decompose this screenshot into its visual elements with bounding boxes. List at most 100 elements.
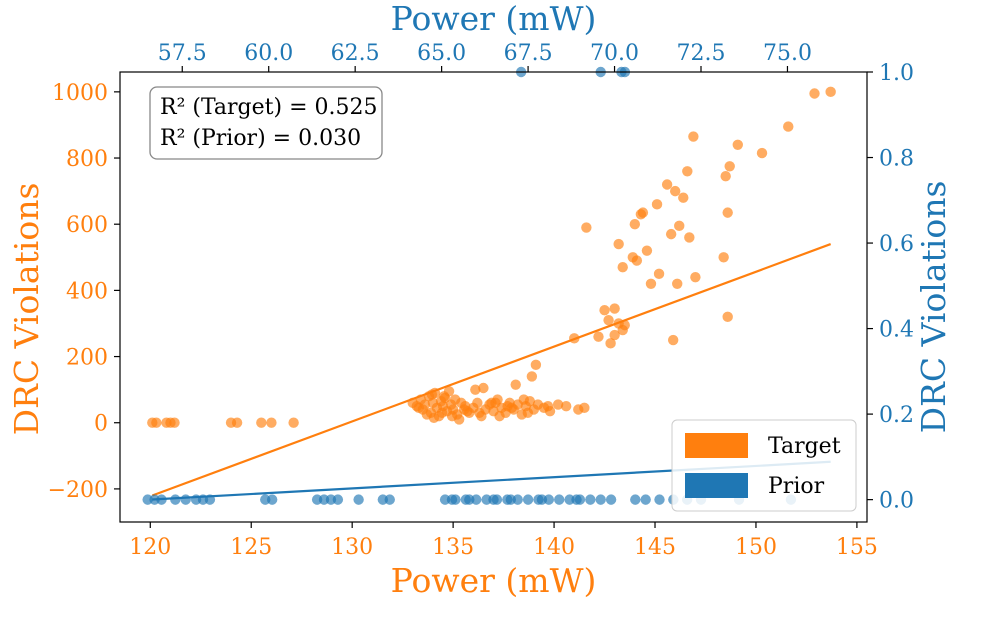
point-prior bbox=[505, 494, 516, 505]
point-target bbox=[629, 219, 641, 230]
point-target bbox=[581, 222, 592, 233]
point-target bbox=[522, 407, 534, 419]
point-target bbox=[670, 185, 681, 197]
point-target bbox=[288, 417, 299, 428]
point-target bbox=[682, 166, 693, 177]
point-target bbox=[603, 314, 614, 326]
point-target bbox=[609, 329, 620, 341]
plot-frame bbox=[119, 71, 868, 523]
point-prior bbox=[332, 494, 344, 505]
point-prior bbox=[595, 494, 606, 505]
point-target bbox=[428, 412, 440, 423]
top-axis-label: Power (mW) bbox=[391, 0, 597, 38]
right-tick-label: 0.8 bbox=[879, 147, 914, 172]
annotation-prior-r2: R² (Prior) = 0.030 bbox=[160, 126, 361, 151]
point-target bbox=[478, 382, 489, 394]
bottom-tick-label: 120 bbox=[129, 535, 171, 560]
top-tick-label: 72.5 bbox=[677, 41, 726, 66]
point-target bbox=[560, 400, 572, 412]
point-target bbox=[413, 402, 424, 414]
point-prior bbox=[353, 494, 364, 505]
legend: Target Prior bbox=[671, 419, 857, 512]
point-target bbox=[472, 397, 483, 409]
point-target bbox=[674, 220, 685, 232]
point-target bbox=[678, 192, 689, 203]
point-target bbox=[474, 407, 485, 419]
point-target bbox=[672, 278, 683, 289]
point-prior bbox=[585, 494, 596, 505]
axes: 120 125 130 135 140 145 150 155 57.5 60.0 62.5 65.0… bbox=[48, 41, 914, 560]
point-target bbox=[579, 402, 590, 414]
bottom-axis-label: Power (mW) bbox=[391, 561, 597, 600]
point-prior bbox=[170, 494, 181, 505]
left-tick-label: 200 bbox=[66, 346, 108, 371]
bottom-tick-label: 135 bbox=[432, 535, 474, 560]
point-target bbox=[720, 171, 731, 182]
bottom-tick-label: 155 bbox=[836, 535, 878, 560]
bottom-tick-label: 125 bbox=[230, 535, 272, 560]
point-target bbox=[599, 305, 610, 316]
point-target bbox=[605, 338, 616, 349]
point-target bbox=[690, 271, 701, 283]
legend-label-target: Target bbox=[768, 434, 841, 459]
point-target bbox=[470, 384, 481, 395]
point-target bbox=[518, 394, 529, 405]
point-target bbox=[609, 303, 620, 314]
point-target bbox=[617, 324, 628, 336]
point-target bbox=[667, 334, 679, 346]
point-prior bbox=[554, 494, 565, 505]
point-target bbox=[613, 238, 624, 250]
point-target bbox=[641, 245, 653, 256]
point-target bbox=[542, 400, 554, 412]
top-tick-label: 70.0 bbox=[590, 41, 639, 66]
point-target bbox=[665, 228, 677, 240]
top-tick-label: 57.5 bbox=[158, 41, 207, 66]
point-prior bbox=[640, 494, 651, 505]
point-target bbox=[651, 199, 663, 210]
right-tick-label: 0.2 bbox=[879, 403, 914, 428]
right-tick-label: 0.4 bbox=[879, 318, 914, 343]
point-target bbox=[688, 131, 699, 142]
point-target bbox=[593, 331, 604, 342]
point-target bbox=[426, 389, 438, 400]
point-target bbox=[732, 139, 743, 150]
point-target bbox=[490, 397, 501, 409]
point-prior bbox=[204, 494, 216, 505]
top-tick-label: 67.5 bbox=[504, 41, 553, 66]
point-target bbox=[756, 147, 768, 159]
point-target bbox=[645, 278, 657, 289]
point-target bbox=[684, 232, 695, 243]
point-prior bbox=[536, 494, 548, 505]
point-target bbox=[825, 86, 836, 98]
point-prior bbox=[630, 494, 641, 505]
point-target bbox=[809, 88, 820, 99]
left-tick-label: 0 bbox=[94, 412, 108, 437]
bottom-tick-label: 145 bbox=[634, 535, 676, 560]
annotation-target-r2: R² (Target) = 0.525 bbox=[160, 95, 378, 120]
top-tick-label: 75.0 bbox=[763, 41, 812, 66]
right-tick-label: 1.0 bbox=[879, 61, 914, 86]
point-prior bbox=[654, 494, 665, 505]
point-prior bbox=[488, 494, 499, 505]
top-tick-label: 62.5 bbox=[331, 41, 380, 66]
point-target bbox=[438, 391, 450, 402]
point-target bbox=[510, 379, 521, 390]
point-prior bbox=[180, 494, 191, 505]
point-target bbox=[266, 417, 277, 428]
point-target bbox=[459, 404, 470, 415]
left-axis-label: DRC Violations bbox=[7, 183, 46, 436]
r2-annotation: R² (Target) = 0.525 R² (Prior) = 0.030 bbox=[149, 86, 383, 160]
point-target bbox=[506, 402, 517, 414]
legend-swatch-prior bbox=[685, 473, 748, 498]
left-tick-label: 1000 bbox=[52, 81, 108, 106]
point-target bbox=[151, 417, 162, 428]
point-target bbox=[169, 417, 180, 428]
point-target bbox=[256, 417, 267, 428]
point-target bbox=[530, 359, 542, 371]
scatter-points bbox=[142, 66, 836, 505]
fit-line-target bbox=[151, 243, 832, 497]
point-prior bbox=[266, 494, 278, 505]
point-target bbox=[661, 179, 673, 190]
bottom-tick-label: 140 bbox=[533, 535, 575, 560]
